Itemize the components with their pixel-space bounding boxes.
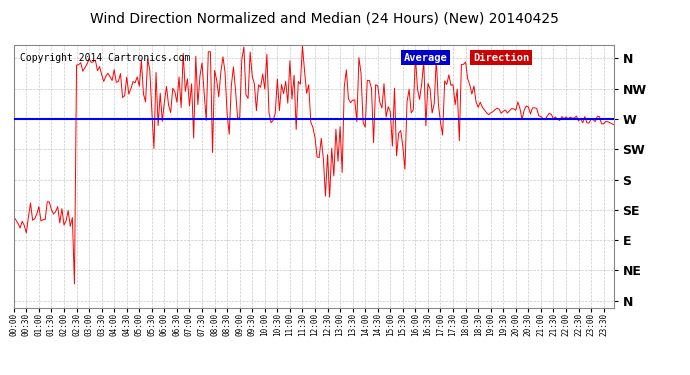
Text: Direction: Direction <box>473 53 529 63</box>
Text: Wind Direction Normalized and Median (24 Hours) (New) 20140425: Wind Direction Normalized and Median (24… <box>90 11 559 25</box>
Text: Average: Average <box>404 53 448 63</box>
Text: Copyright 2014 Cartronics.com: Copyright 2014 Cartronics.com <box>20 53 190 63</box>
